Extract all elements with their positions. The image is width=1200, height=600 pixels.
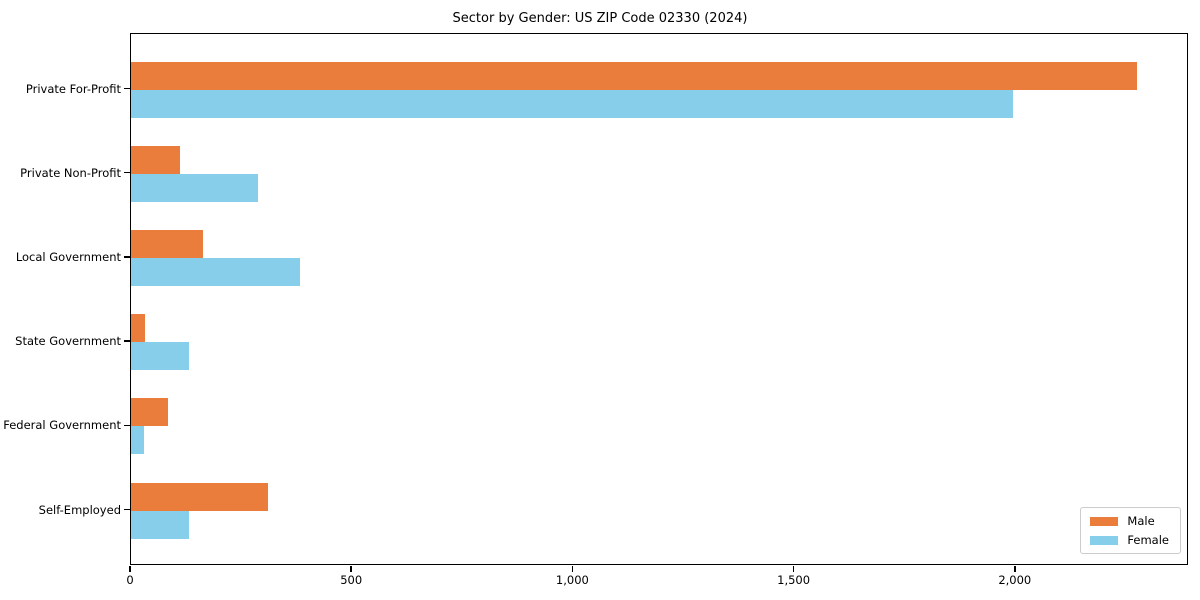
bar-female-5 [131, 510, 189, 539]
bar-female-4 [131, 426, 144, 455]
bar-male-4 [131, 398, 169, 427]
x-axis-tick-label: 1,500 [777, 573, 811, 587]
y-axis-label: Private For-Profit [25, 81, 121, 96]
bar-male-0 [131, 61, 1137, 90]
bar-male-2 [131, 229, 204, 258]
y-axis-tick [124, 171, 130, 174]
y-axis-label: Federal Government [3, 418, 121, 433]
legend-item-male: Male [1090, 515, 1169, 527]
bar-male-3 [131, 314, 146, 343]
bar-female-1 [131, 173, 258, 202]
x-axis-tick-label: 500 [340, 573, 363, 587]
bar-female-2 [131, 257, 300, 286]
legend-swatch-female [1090, 535, 1119, 545]
y-axis-tick [124, 424, 130, 427]
legend-label: Male [1127, 514, 1155, 528]
chart-title: Sector by Gender: US ZIP Code 02330 (202… [452, 11, 748, 26]
y-axis-label: Local Government [15, 249, 121, 264]
plot-area: Male Female [130, 33, 1188, 565]
x-axis-tick [571, 566, 574, 572]
bar-male-1 [131, 145, 181, 174]
y-axis-label: State Government [15, 334, 121, 349]
legend-label: Female [1127, 533, 1169, 547]
legend: Male Female [1080, 507, 1181, 554]
y-axis-tick [124, 87, 130, 90]
x-axis-tick-label: 2,000 [998, 573, 1032, 587]
x-axis-tick [792, 566, 795, 572]
bar-male-5 [131, 482, 269, 511]
x-axis-tick [129, 566, 131, 572]
legend-item-female: Female [1090, 534, 1169, 546]
x-axis-tick-label: 1,000 [555, 573, 589, 587]
x-axis-tick [350, 566, 352, 572]
legend-swatch-male [1090, 516, 1119, 526]
y-axis-label: Private Non-Profit [20, 165, 121, 180]
y-axis-tick [124, 508, 130, 511]
bar-female-3 [131, 342, 189, 371]
x-axis-tick [1014, 566, 1016, 572]
y-axis-tick [124, 340, 130, 342]
y-axis-label: Self-Employed [38, 502, 121, 517]
y-axis-tick [124, 256, 130, 258]
bar-female-0 [131, 89, 1013, 118]
x-axis-tick-label: 0 [126, 573, 134, 587]
